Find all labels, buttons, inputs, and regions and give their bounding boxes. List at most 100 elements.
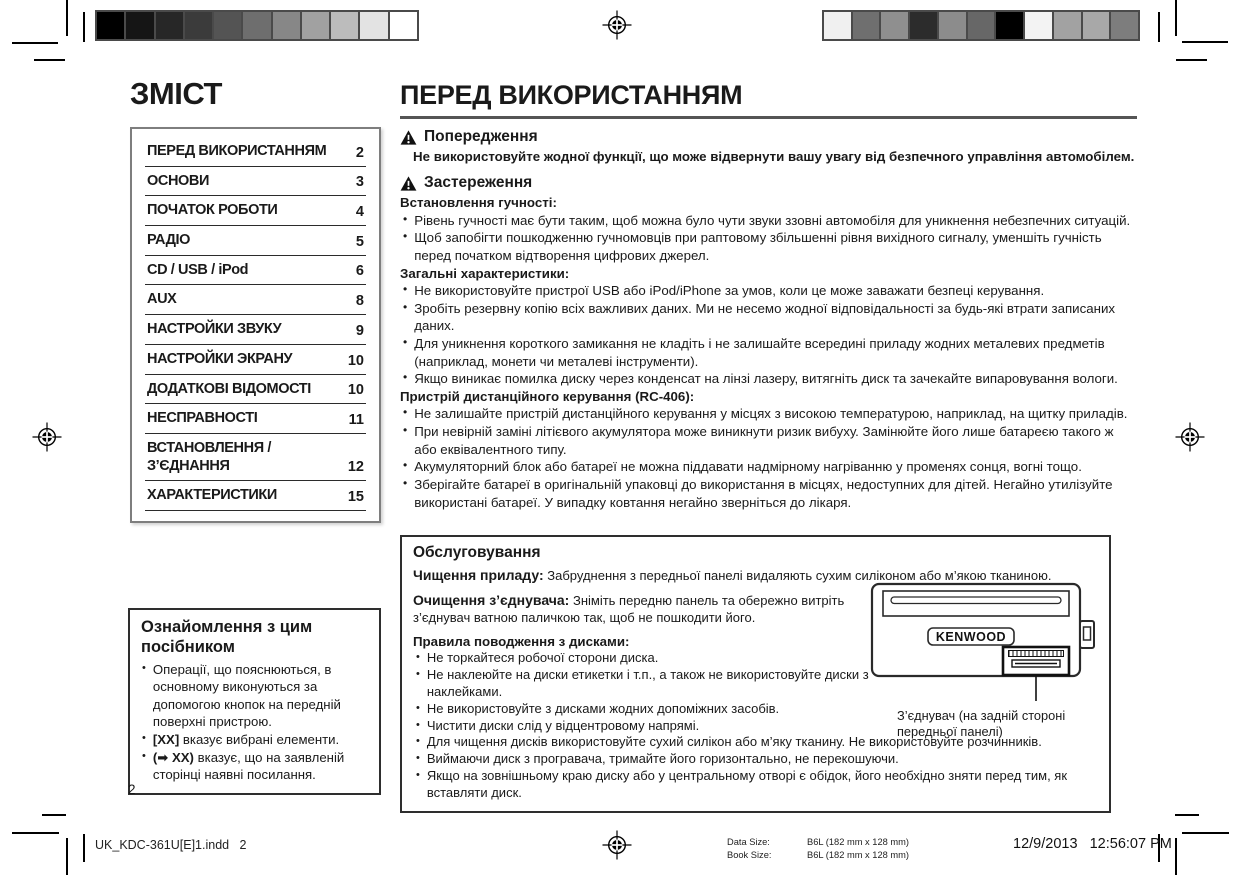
- caution-item: Рівень гучності має бути таким, щоб можн…: [400, 212, 1137, 230]
- toc-item-label: НАСТРОЙКИ ЗВУКУ: [147, 321, 282, 338]
- calibration-swatch: [243, 12, 271, 39]
- calibration-swatch: [184, 12, 213, 39]
- calibration-swatch: [97, 12, 125, 39]
- crop-mark: [1175, 838, 1177, 875]
- crop-mark: [1158, 834, 1160, 862]
- caution-section: Застереження Встановлення гучності: Ріве…: [400, 174, 1137, 511]
- caution-group-heading: Встановлення гучності:: [400, 195, 557, 211]
- kenwood-logo: KENWOOD: [936, 630, 1006, 644]
- warning-section: Попередження Не використовуйте жодної фу…: [400, 128, 1137, 165]
- crop-mark: [83, 12, 85, 42]
- toc-title: ЗМІСТ: [130, 76, 222, 111]
- connector-caption: З’єднувач (на задній стороні передньої п…: [897, 708, 1066, 740]
- caution-group-heading: Пристрій дистанційного керування (RC-406…: [400, 388, 695, 404]
- warning-triangle-icon: [400, 129, 417, 145]
- connector-label: Очищення з’єднувача:: [413, 591, 570, 608]
- data-size-value: B6L (182 mm x 128 mm): [807, 837, 909, 847]
- about-manual-title: Ознайомлення з цим посібником: [141, 618, 313, 657]
- disc-rule-item: Не торкайтеся робочої сторони диска.: [413, 650, 885, 667]
- calibration-swatch: [1025, 12, 1052, 39]
- footer-filename: UK_KDC-361U[E]1.indd 2: [95, 838, 247, 852]
- connector-note: Очищення з’єднувача: Зніміть передню пан…: [413, 591, 845, 625]
- toc-item: РАДІО 5: [145, 226, 366, 256]
- toc-item-label: РАДІО: [147, 232, 191, 249]
- footer-datetime: 12/9/2013 12:56:07 PM: [1013, 836, 1172, 852]
- caution-item: Не використовуйте пристрої USB або iPod/…: [400, 282, 1137, 300]
- footer-size-info: Data Size: B6L (182 mm x 128 mm) Book Si…: [727, 836, 909, 862]
- toc-item-label: CD / USB / iPod: [147, 261, 249, 278]
- toc-item-page: 2: [355, 144, 364, 161]
- toc-item-label: ПОЧАТОК РОБОТИ: [147, 202, 278, 219]
- toc-item-page: 8: [355, 293, 364, 310]
- calibration-swatch: [852, 12, 880, 39]
- head-unit-front-panel-drawing: KENWOOD: [870, 582, 1095, 701]
- caution-item: Щоб запобігти пошкодженню гучномовців пр…: [400, 229, 1137, 264]
- caution-item: Зробіть резервну копію всіх важливих дан…: [400, 300, 1137, 335]
- disc-rule-item: Не наклеюйте на диски етикетки і т.п., а…: [413, 667, 885, 701]
- book-size-label: Book Size:: [727, 850, 772, 861]
- toc-item: НАСТРОЙКИ ЭКРАНУ 10: [145, 345, 366, 375]
- toc-item-page: 9: [355, 322, 364, 339]
- calibration-swatch: [155, 12, 183, 39]
- calibration-swatch: [1082, 12, 1110, 39]
- toc-item-label: AUX: [147, 291, 177, 308]
- toc-item-page: 11: [348, 411, 364, 428]
- toc-item-page: 4: [355, 204, 364, 221]
- registration-mark-icon: [602, 10, 632, 40]
- data-size-label: Data Size:: [727, 837, 770, 847]
- warning-triangle-icon: [400, 176, 417, 191]
- toc-item-label: ВСТАНОВЛЕННЯ / З’ЄДНАННЯ: [147, 439, 271, 474]
- book-size-value: B6L (182 mm x 128 mm): [807, 850, 909, 861]
- about-manual-item: [XX] вказує вибрані елементи.: [141, 731, 368, 748]
- toc-item-page: 15: [347, 488, 364, 505]
- page-title: ПЕРЕД ВИКОРИСТАННЯМ: [400, 80, 1137, 119]
- toc-item-label: ОСНОВИ: [147, 172, 209, 189]
- maintenance-title: Обслуговування: [413, 544, 541, 561]
- crop-mark: [1175, 0, 1177, 36]
- toc-item-label: НАСТРОЙКИ ЭКРАНУ: [147, 350, 293, 367]
- crop-mark: [42, 814, 66, 816]
- crop-mark: [12, 832, 59, 834]
- calibration-swatch: [824, 12, 851, 39]
- head-unit-illustration: KENWOOD З’єднувач (на задній стороні пер…: [869, 581, 1103, 741]
- calibration-swatch: [331, 12, 359, 39]
- cleaning-note: Чищення приладу: Забруднення з передньої…: [413, 567, 1052, 583]
- crop-mark: [83, 834, 85, 862]
- disc-rule-item: Не використовуйте з дисками жодних допом…: [413, 701, 885, 718]
- calibration-swatch: [996, 12, 1024, 39]
- caution-group-heading: Загальні характеристики:: [400, 265, 570, 281]
- caution-heading: Застереження: [424, 174, 533, 192]
- calibration-swatch: [1111, 12, 1139, 39]
- about-manual-item: Операції, що пояснюються, в основному ви…: [141, 661, 368, 730]
- crop-mark: [34, 59, 65, 61]
- toc-item-label: ПЕРЕД ВИКОРИСТАННЯМ: [147, 143, 327, 159]
- calibration-swatch: [214, 12, 242, 39]
- crop-mark: [1175, 814, 1199, 816]
- registration-mark-icon: [1175, 422, 1205, 452]
- toc-item: ПОЧАТОК РОБОТИ 4: [145, 196, 366, 227]
- registration-mark-icon: [32, 422, 62, 452]
- registration-mark-icon: [602, 830, 632, 860]
- maintenance-box: Обслуговування Чищення приладу: Забрудне…: [400, 535, 1111, 813]
- caution-item: Не залишайте пристрій дистанційного керу…: [400, 405, 1137, 423]
- density-calibration-bar: [822, 10, 1140, 41]
- calibration-swatch: [967, 12, 995, 39]
- toc-item-page: 5: [355, 233, 364, 250]
- caution-item: При невірній заміні літієвого акумулятор…: [400, 423, 1137, 458]
- crop-mark: [12, 42, 58, 44]
- caution-item: Акумуляторний блок або батареї не можна …: [400, 458, 1137, 476]
- toc-item-label: ДОДАТКОВІ ВІДОМОСТІ: [147, 380, 311, 397]
- disc-rules-heading: Правила поводження з дисками:: [413, 633, 630, 649]
- toc-item-page: 10: [347, 382, 364, 399]
- toc-box: ПЕРЕД ВИКОРИСТАННЯМ 2 ОСНОВИ 3 ПОЧАТОК РОБ…: [130, 127, 381, 523]
- toc-item: CD / USB / iPod 6: [145, 256, 366, 286]
- page-number: 2: [128, 782, 136, 797]
- caution-item: Зберігайте батареї в оригінальній упаков…: [400, 476, 1137, 511]
- crop-mark: [66, 838, 68, 875]
- before-use-section: ПЕРЕД ВИКОРИСТАННЯМ Попередження Не вико…: [400, 80, 1137, 511]
- toc-item: ПЕРЕД ВИКОРИСТАННЯМ 2: [145, 137, 366, 167]
- calibration-swatch: [272, 12, 300, 39]
- warning-body: Не використовуйте жодної функції, що мож…: [413, 149, 1135, 164]
- disc-rule-item: Для чищення дисків використовуйте сухий …: [413, 734, 1098, 751]
